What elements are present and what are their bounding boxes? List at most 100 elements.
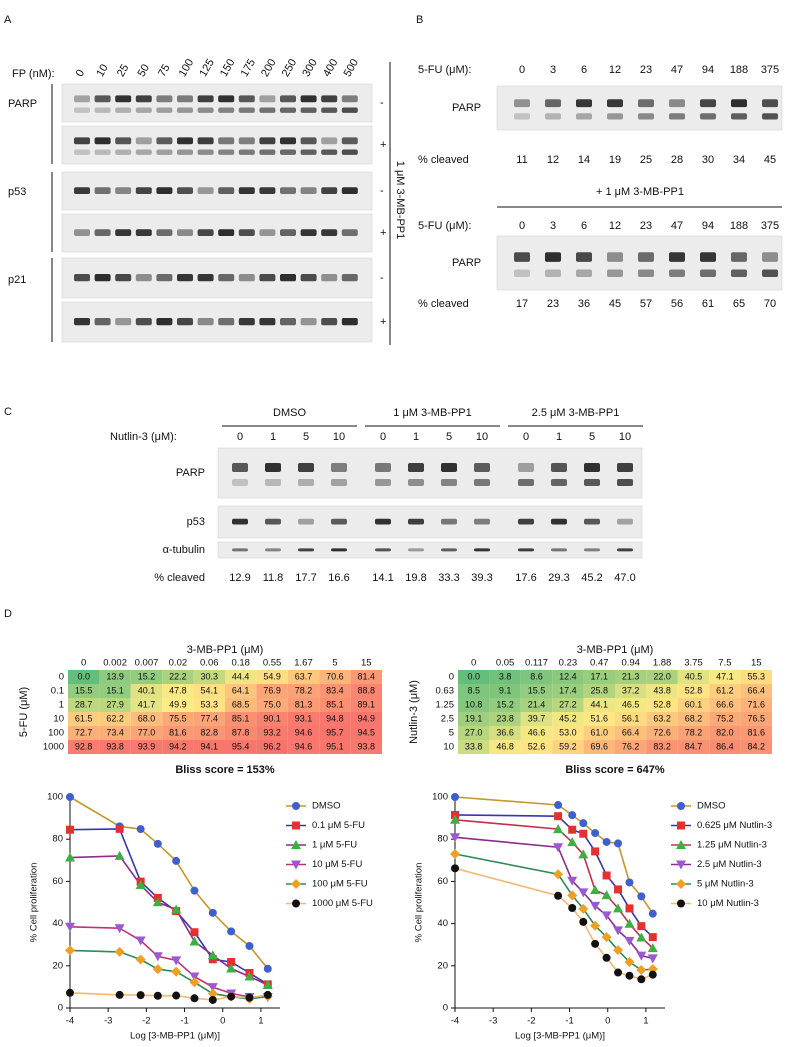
cell-value: 25.8 — [591, 685, 609, 695]
band — [584, 463, 600, 472]
heatmap-cell — [130, 726, 163, 740]
band — [545, 269, 561, 278]
column-label: 0.23 — [559, 658, 578, 669]
band — [474, 518, 490, 525]
heatmap-cell — [458, 712, 490, 726]
band — [298, 479, 314, 486]
marker — [567, 876, 578, 886]
dose: 12 — [609, 64, 621, 76]
row-label: 1 — [59, 700, 64, 711]
blot — [217, 505, 643, 539]
heatmap-cell — [225, 670, 257, 684]
band — [94, 107, 111, 113]
heatmap-cell — [489, 712, 521, 726]
cell-value: 66.4 — [622, 727, 640, 737]
heatmap-cell — [130, 740, 163, 754]
cell-value: 94.9 — [358, 713, 376, 723]
blot — [217, 447, 643, 499]
cleaved-value: 34 — [733, 154, 745, 166]
cell-value: 94.6 — [295, 741, 313, 751]
marker — [153, 839, 162, 848]
x-tick-label: -2 — [527, 1016, 535, 1027]
cleaved-value: 14 — [578, 154, 590, 166]
legend-label: 10 μM Nutlin-3 — [697, 898, 759, 909]
band — [74, 137, 90, 145]
band — [238, 95, 255, 103]
cleaved-value: 12.9 — [229, 572, 250, 584]
condition: - — [380, 97, 384, 109]
band — [441, 463, 457, 472]
heatmap-cell — [646, 726, 678, 740]
cell-value: 68.5 — [232, 699, 250, 709]
marker — [66, 988, 74, 997]
heatmap-cell — [583, 684, 615, 698]
band — [74, 149, 90, 155]
heatmap-cell — [489, 726, 521, 740]
heatmap-cell — [520, 712, 553, 726]
band — [731, 113, 747, 120]
cleaved-value: 19.8 — [405, 572, 426, 584]
protein-label: p53 — [8, 186, 26, 198]
marker — [136, 825, 145, 834]
heatmap-cell — [552, 684, 584, 698]
cell-value: 68.0 — [138, 713, 156, 723]
cleaved-value: 65 — [733, 298, 745, 310]
cell-value: 94.1 — [201, 741, 219, 751]
band — [408, 463, 424, 472]
marker — [676, 879, 686, 889]
column-label: 0.18 — [231, 658, 250, 669]
marker — [115, 990, 124, 999]
band — [280, 107, 296, 113]
band — [115, 149, 132, 155]
marker — [207, 988, 218, 999]
marker — [207, 950, 218, 960]
dose: 188 — [730, 64, 748, 76]
dose: 250 — [280, 57, 300, 79]
heatmap-cell — [287, 698, 320, 712]
heatmap-cell — [162, 698, 194, 712]
band — [551, 463, 567, 472]
cell-value: 81.6 — [169, 727, 187, 737]
band — [265, 548, 281, 552]
band — [197, 229, 214, 237]
band — [700, 99, 716, 108]
x-tick-label: 1 — [258, 1016, 263, 1027]
cleaved-value: 70 — [764, 298, 776, 310]
marker — [579, 917, 588, 926]
heatmap-cell — [162, 684, 194, 698]
cell-value: 56.1 — [622, 713, 640, 723]
legend-label: 0.625 μM Nutlin-3 — [697, 820, 772, 831]
cleaved-label: % cleaved — [418, 154, 469, 166]
band — [638, 269, 654, 278]
dose: 75 — [156, 62, 173, 79]
cell-value: 85.1 — [232, 713, 250, 723]
marker — [579, 829, 588, 838]
dose: 6 — [581, 64, 587, 76]
dose: 200 — [259, 57, 279, 79]
cell-value: 19.1 — [465, 713, 483, 723]
band — [300, 149, 317, 155]
band — [156, 274, 173, 282]
heatmap-cell — [489, 670, 521, 684]
cell-value: 54.1 — [201, 685, 219, 695]
band — [341, 149, 358, 155]
band — [331, 463, 347, 472]
heatmap-cell — [646, 670, 678, 684]
x-tick-label: 0 — [605, 1016, 610, 1027]
cell-value: 47.8 — [169, 685, 187, 695]
band — [762, 269, 778, 278]
heatmap-cell — [552, 712, 584, 726]
band — [576, 269, 592, 278]
band — [300, 107, 317, 113]
cell-value: 76.9 — [263, 685, 281, 695]
marker — [207, 983, 218, 993]
marker — [291, 860, 301, 870]
marker — [152, 897, 163, 907]
marker — [152, 952, 163, 962]
band — [607, 113, 623, 120]
series-line — [69, 949, 268, 1000]
band — [375, 463, 391, 472]
cell-value: 84.7 — [685, 741, 703, 751]
